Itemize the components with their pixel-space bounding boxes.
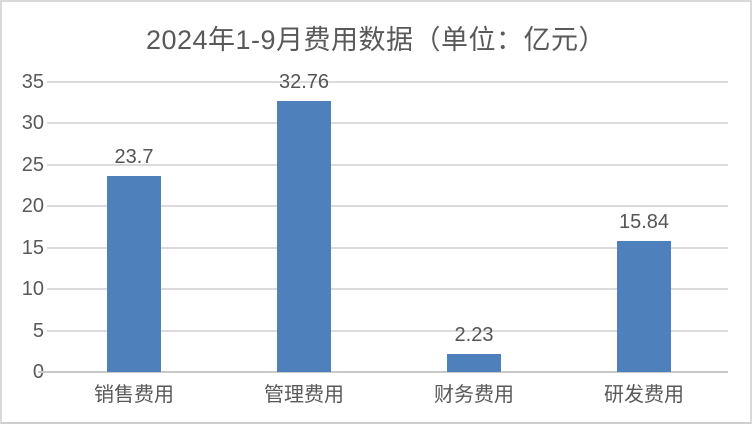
gridline (47, 288, 728, 291)
gridline (47, 163, 728, 166)
x-axis-category-label: 管理费用 (264, 384, 344, 406)
y-axis-tick-label: 25 (21, 153, 44, 176)
chart-title: 2024年1-9月费用数据（单位：亿元） (145, 25, 607, 55)
x-axis-category-label: 财务费用 (434, 384, 514, 406)
y-axis-tick-label: 35 (21, 71, 44, 93)
y-axis-tick-label: 30 (21, 112, 44, 135)
gridline (47, 122, 728, 125)
gridline (47, 81, 728, 83)
bar-财务费用 (447, 353, 501, 372)
y-axis-tick-label: 5 (32, 319, 44, 342)
bar-销售费用 (107, 175, 161, 372)
y-axis-tick-label: 20 (21, 195, 44, 218)
y-axis-tick-label: 10 (21, 278, 44, 301)
gridline (47, 205, 728, 208)
x-axis-line (38, 371, 728, 373)
gridline (47, 246, 728, 249)
x-axis-category-label: 研发费用 (604, 384, 684, 406)
y-axis-tick-label: 15 (21, 236, 44, 259)
x-axis-category-label: 销售费用 (94, 384, 174, 406)
data-label: 23.7 (114, 145, 154, 168)
data-label: 2.23 (454, 323, 494, 346)
data-label: 15.84 (618, 210, 670, 233)
data-label: 32.76 (278, 70, 330, 93)
bar-管理费用 (277, 100, 331, 372)
gridline (47, 329, 728, 332)
bar-研发费用 (617, 240, 671, 372)
